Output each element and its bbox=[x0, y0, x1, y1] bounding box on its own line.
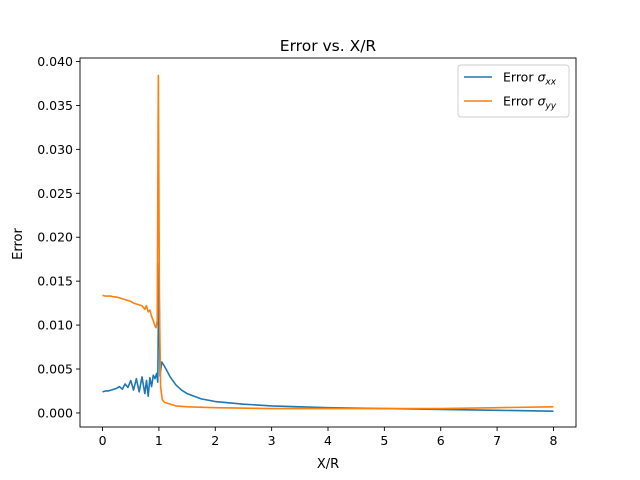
x-tick-label: 5 bbox=[380, 433, 388, 448]
y-tick-label: 0.010 bbox=[37, 318, 73, 333]
legend-label-xx: Error σxx bbox=[503, 70, 557, 88]
x-tick-label: 2 bbox=[211, 433, 219, 448]
y-tick-label: 0.040 bbox=[37, 54, 73, 69]
x-tick-label: 8 bbox=[549, 433, 557, 448]
y-tick-label: 0.025 bbox=[37, 186, 73, 201]
y-tick-label: 0.035 bbox=[37, 98, 73, 113]
y-tick-label: 0.030 bbox=[37, 142, 73, 157]
y-axis-label: Error bbox=[11, 228, 26, 260]
x-tick-label: 1 bbox=[155, 433, 163, 448]
legend-label-yy: Error σyy bbox=[503, 94, 557, 112]
x-axis-label: X/R bbox=[317, 457, 339, 472]
legend-box bbox=[457, 64, 570, 118]
y-tick-label: 0.015 bbox=[37, 274, 73, 289]
x-tick-label: 0 bbox=[99, 433, 107, 448]
x-tick-label: 6 bbox=[437, 433, 445, 448]
x-tick-label: 3 bbox=[268, 433, 276, 448]
y-tick-label: 0.020 bbox=[37, 230, 73, 245]
legend: Error σxx Error σyy bbox=[457, 64, 570, 118]
x-tick-label: 4 bbox=[324, 433, 332, 448]
y-tick-label: 0.000 bbox=[37, 405, 73, 420]
series-line-xx bbox=[102, 262, 554, 412]
chart-title: Error vs. X/R bbox=[280, 37, 377, 55]
series-line-yy bbox=[102, 74, 554, 410]
x-tick-label: 7 bbox=[493, 433, 501, 448]
y-tick-label: 0.005 bbox=[37, 362, 73, 377]
